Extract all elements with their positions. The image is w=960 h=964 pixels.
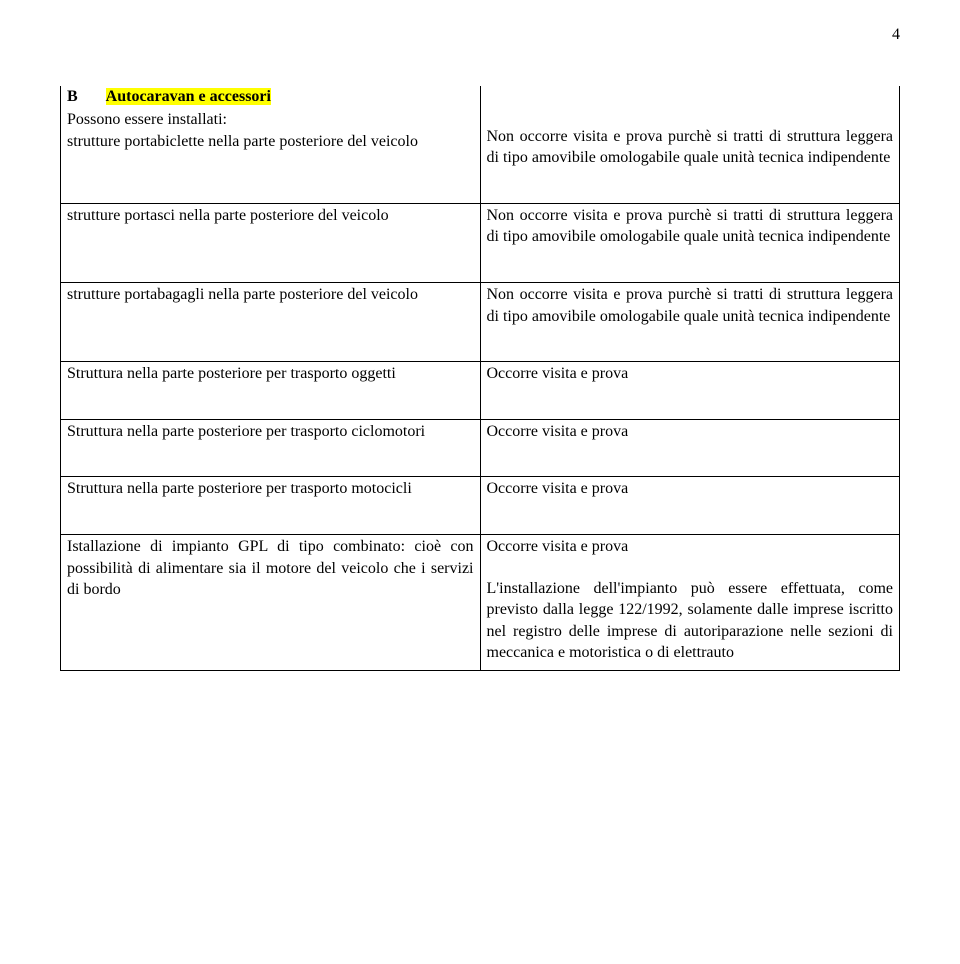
cell-right-2: Non occorre visita e prova purchè si tra… <box>480 282 900 361</box>
table-row: Istallazione di impianto GPL di tipo com… <box>61 534 900 670</box>
cell-left-2: strutture portabagagli nella parte poste… <box>61 282 481 361</box>
section-title: Autocaravan e accessori <box>106 88 271 105</box>
row-left-text: strutture portabiclette nella parte post… <box>67 131 474 153</box>
cell-left-4: Struttura nella parte posteriore per tra… <box>61 419 481 477</box>
section-header: B Autocaravan e accessori <box>67 86 474 108</box>
row-right-text: Non occorre visita e prova purchè si tra… <box>487 126 894 169</box>
table-row: B Autocaravan e accessori Possono essere … <box>61 86 900 204</box>
cell-right-4: Occorre visita e prova <box>480 419 900 477</box>
cell-left-3: Struttura nella parte posteriore per tra… <box>61 362 481 420</box>
intro-text: Possono essere installati: <box>67 109 474 131</box>
content-table: B Autocaravan e accessori Possono essere … <box>60 86 900 671</box>
cell-right-3: Occorre visita e prova <box>480 362 900 420</box>
table-row: strutture portabagagli nella parte poste… <box>61 282 900 361</box>
row-right-line1: Occorre visita e prova <box>487 536 894 558</box>
cell-right-6: Occorre visita e prova L'installazione d… <box>480 534 900 670</box>
cell-left-6: Istallazione di impianto GPL di tipo com… <box>61 534 481 670</box>
table-row: Struttura nella parte posteriore per tra… <box>61 477 900 535</box>
page-number: 4 <box>60 24 900 46</box>
cell-left-5: Struttura nella parte posteriore per tra… <box>61 477 481 535</box>
table-row: Struttura nella parte posteriore per tra… <box>61 419 900 477</box>
cell-left-0: B Autocaravan e accessori Possono essere … <box>61 86 481 204</box>
table-row: Struttura nella parte posteriore per tra… <box>61 362 900 420</box>
table-row: strutture portasci nella parte posterior… <box>61 203 900 282</box>
row-right-line2: L'installazione dell'impianto può essere… <box>487 578 894 664</box>
cell-right-5: Occorre visita e prova <box>480 477 900 535</box>
section-letter: B <box>67 88 78 105</box>
cell-left-1: strutture portasci nella parte posterior… <box>61 203 481 282</box>
cell-right-1: Non occorre visita e prova purchè si tra… <box>480 203 900 282</box>
cell-right-0: Non occorre visita e prova purchè si tra… <box>480 86 900 204</box>
